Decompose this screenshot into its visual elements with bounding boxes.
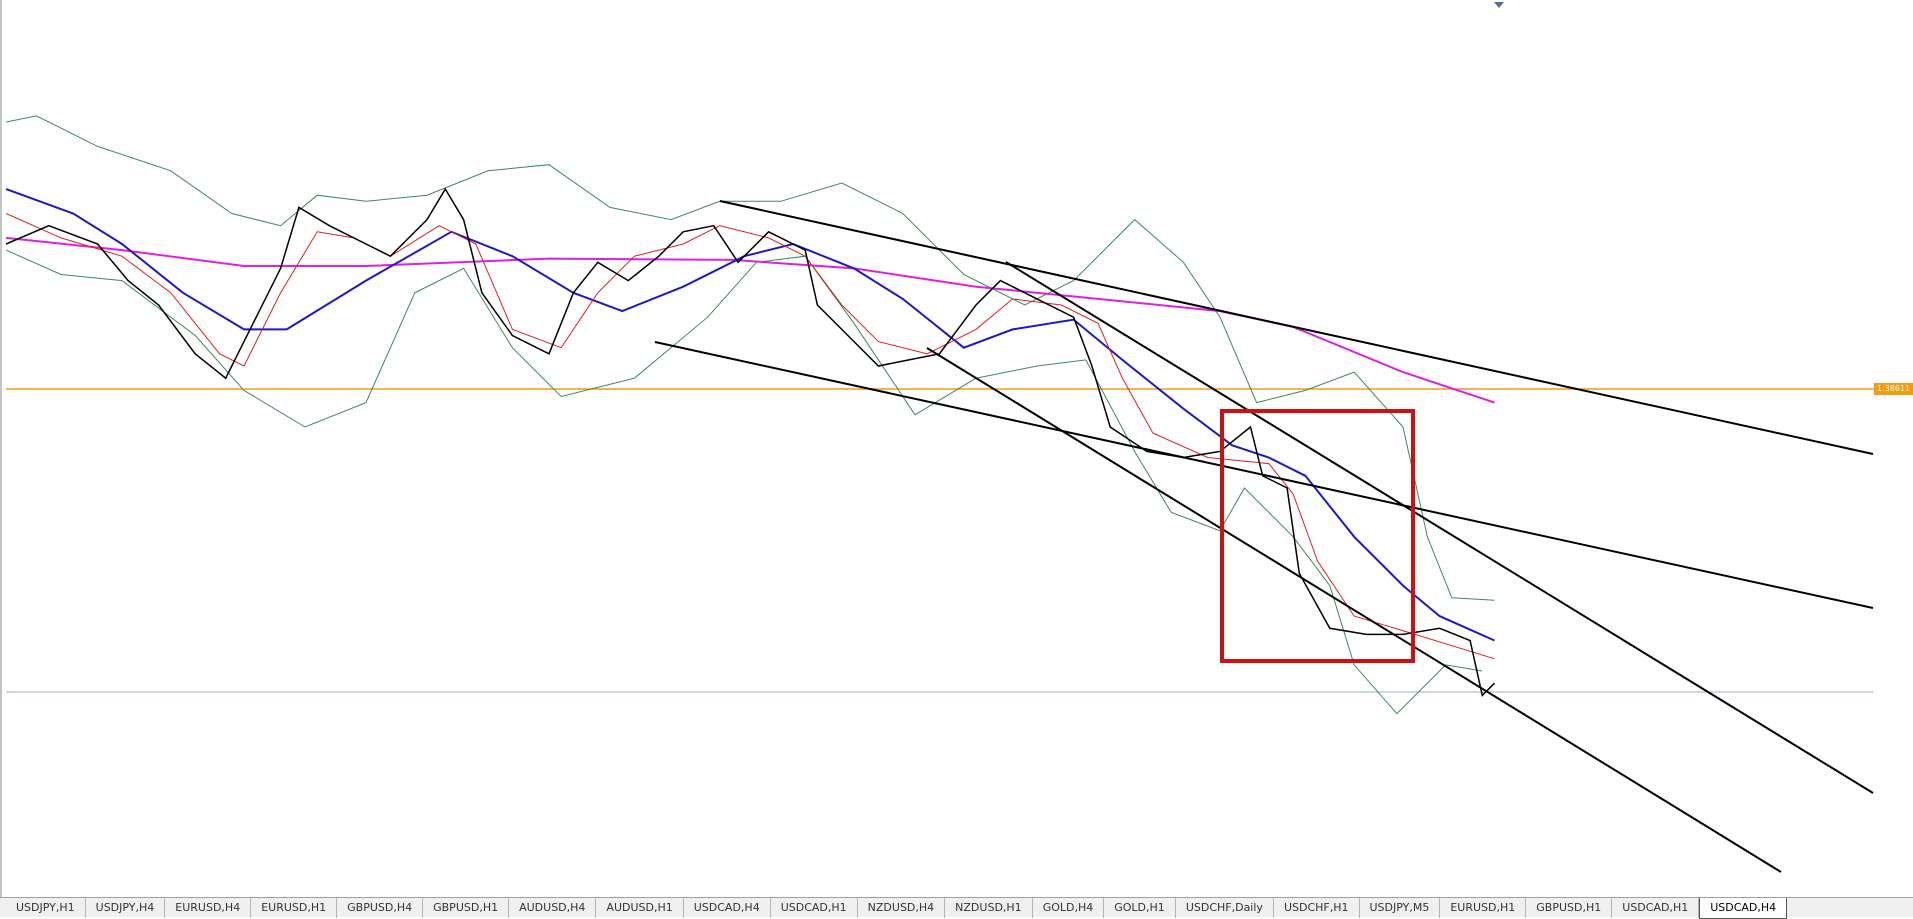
shift-marker	[1494, 2, 1504, 8]
channel-lines	[654, 200, 1874, 873]
tab[interactable]: EURUSD,H1	[251, 898, 338, 918]
tab[interactable]: GBPUSD,H4	[337, 898, 424, 918]
tab[interactable]: USDCAD,H1	[1612, 898, 1700, 918]
tab[interactable]: GBPUSD,H1	[1526, 898, 1613, 918]
tab[interactable]: GOLD,H4	[1033, 898, 1105, 918]
trend-line	[926, 347, 1782, 873]
bollinger-lower	[6, 250, 1482, 714]
tab[interactable]: GOLD,H1	[1104, 898, 1176, 918]
tab[interactable]: AUDUSD,H4	[509, 898, 597, 918]
ma-fast	[6, 214, 1494, 659]
tab[interactable]: NZDUSD,H1	[945, 898, 1033, 918]
highlight-box	[1220, 409, 1415, 663]
tab[interactable]: EURUSD,H4	[165, 898, 252, 918]
tab[interactable]: USDCHF,H1	[1274, 898, 1360, 918]
trend-line	[654, 341, 1874, 609]
tab[interactable]: USDJPY,H1	[6, 898, 86, 918]
ma-mid	[6, 189, 1494, 640]
trend-line	[1005, 261, 1874, 794]
tab[interactable]: USDCAD,H1	[771, 898, 858, 918]
bollinger-upper	[6, 116, 1494, 600]
tab[interactable]: AUDUSD,H1	[596, 898, 684, 918]
tab[interactable]: EURUSD,H1	[1440, 898, 1527, 918]
tab[interactable]: GBPUSD,H1	[423, 898, 510, 918]
tab[interactable]: NZDUSD,H4	[858, 898, 946, 918]
tab[interactable]: USDJPY,M5	[1360, 898, 1441, 918]
tab[interactable]: USDCAD,H4	[1699, 898, 1788, 919]
chart-area	[0, 0, 1874, 897]
indicators	[6, 116, 1494, 714]
tab-bar: USDJPY,H1 USDJPY,H4 EURUSD,H4 EURUSD,H1 GBPU…	[0, 897, 1913, 919]
price-label: 1.38611	[1874, 383, 1913, 395]
tab[interactable]: USDJPY,H4	[86, 898, 166, 918]
price-path	[6, 189, 1494, 695]
tab[interactable]: USDCAD,H4	[684, 898, 771, 918]
tab[interactable]: USDCHF,Daily	[1176, 898, 1274, 918]
trend-line	[719, 200, 1874, 455]
